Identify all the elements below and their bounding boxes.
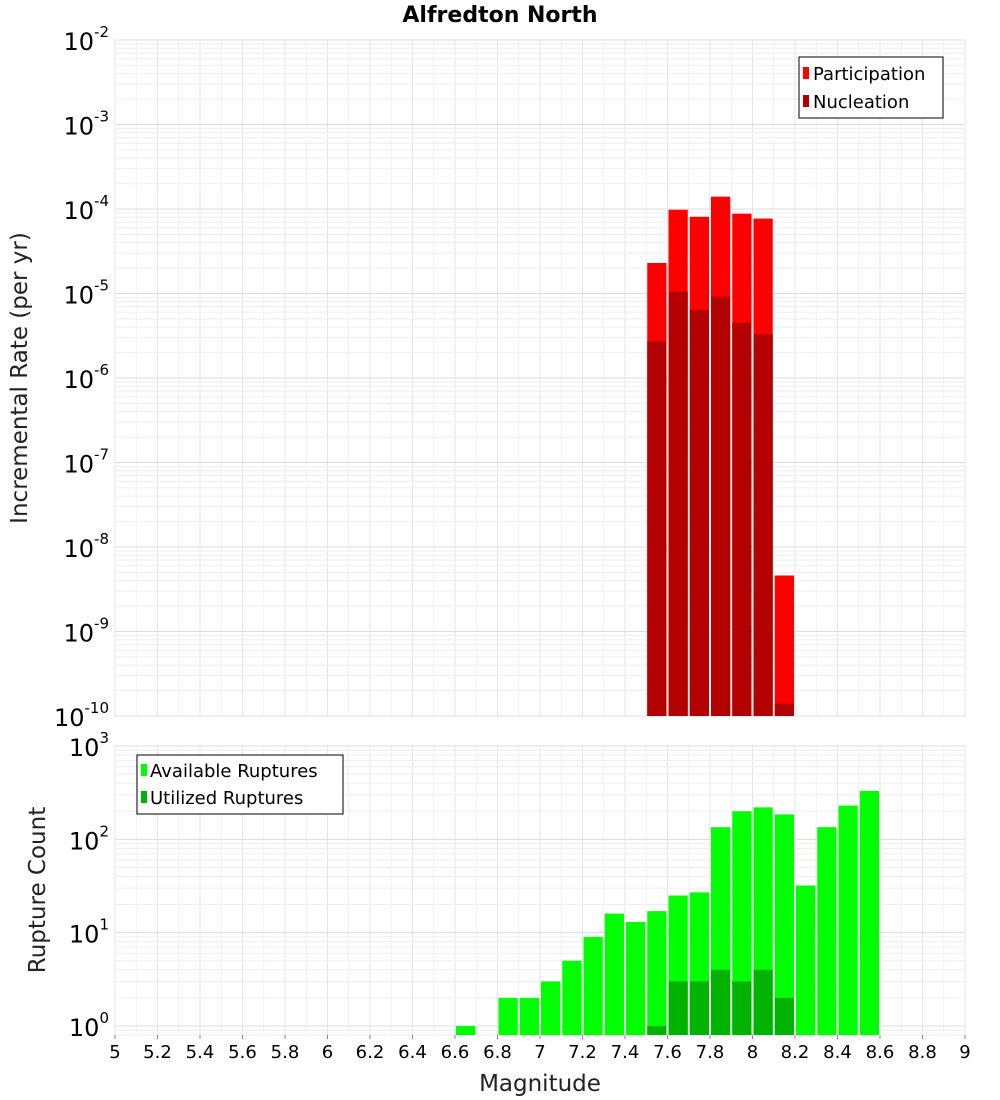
x-tick-label: 7.4 [611, 1042, 640, 1063]
bottom-bars [456, 790, 879, 1035]
legend-utilized-swatch [141, 791, 147, 803]
bottom-y-tick-label: 101 [69, 916, 109, 949]
bar-nucleation [689, 309, 709, 716]
top-y-tick-label: 10-10 [54, 699, 109, 732]
bar-available-ruptures [774, 814, 794, 1035]
x-tick-label: 6.4 [398, 1042, 427, 1063]
x-tick-label: 7.8 [696, 1042, 725, 1063]
x-tick-label: 5.8 [271, 1042, 300, 1063]
top-plot: 10-10 10-9 10-8 10-7 10-6 10-5 10-4 10-3 10-2 In… [7, 23, 966, 732]
x-axis-label: Magnitude [479, 1071, 601, 1097]
top-y-tick-label: 10-3 [63, 108, 109, 141]
top-legend-box [798, 56, 944, 119]
bar-utilized-ruptures [753, 969, 773, 1035]
legend-nucleation-swatch [803, 95, 809, 107]
bar-available-ruptures [626, 922, 646, 1035]
x-tick-label: 8.8 [908, 1042, 937, 1063]
bar-available-ruptures [817, 827, 837, 1035]
legend-available-swatch [141, 764, 147, 776]
top-bars [647, 196, 794, 717]
bar-available-ruptures [647, 911, 667, 1035]
bottom-plot: 100 101 102 103 5 5.2 5.4 5.6 5.8 6 6.2 6.4 6.6 6.8 7… [25, 729, 971, 1097]
bar-available-ruptures [604, 913, 624, 1035]
top-y-tick-label: 10-6 [63, 361, 109, 394]
legend-participation-label: Participation [813, 64, 925, 85]
bar-available-ruptures [583, 936, 603, 1035]
bottom-y-axis-label: Rupture Count [25, 807, 51, 973]
bar-available-ruptures [838, 805, 858, 1035]
x-tick-label: 5.2 [143, 1042, 172, 1063]
legend-utilized-label: Utilized Ruptures [150, 788, 303, 809]
top-y-tick-label: 10-7 [63, 446, 109, 479]
x-tick-label: 6 [322, 1042, 333, 1063]
bar-utilized-ruptures [668, 981, 688, 1035]
top-y-ticks: 10-10 10-9 10-8 10-7 10-6 10-5 10-4 10-3 10-2 [54, 23, 109, 732]
bar-participation [774, 575, 794, 716]
bar-nucleation [668, 291, 688, 716]
x-tick-label: 5 [109, 1042, 120, 1063]
bar-nucleation [711, 296, 731, 716]
bottom-y-tick-label: 102 [69, 822, 109, 855]
top-grid [114, 39, 966, 717]
bar-nucleation [647, 341, 667, 716]
top-legend: Participation Nucleation [798, 56, 944, 119]
legend-participation-swatch [803, 67, 809, 79]
bar-utilized-ruptures [711, 969, 731, 1035]
x-tick-label: 7.6 [653, 1042, 682, 1063]
bottom-grid [114, 745, 966, 1036]
top-y-axis-label: Incremental Rate (per yr) [7, 232, 33, 524]
bar-nucleation [774, 703, 794, 716]
x-tick-label: 8.6 [866, 1042, 895, 1063]
bar-utilized-ruptures [647, 1025, 667, 1035]
bar-available-ruptures [541, 981, 561, 1035]
bottom-legend-box [136, 754, 344, 815]
bottom-legend: Available Ruptures Utilized Ruptures [136, 754, 344, 815]
bar-available-ruptures [456, 1025, 476, 1035]
bottom-y-ticks: 100 101 102 103 [69, 729, 109, 1042]
bar-utilized-ruptures [689, 981, 709, 1035]
bar-nucleation [732, 322, 752, 716]
x-tick-label: 7 [534, 1042, 545, 1063]
top-y-tick-label: 10-4 [63, 192, 109, 225]
bar-available-ruptures [796, 885, 816, 1035]
x-ticks: 5 5.2 5.4 5.6 5.8 6 6.2 6.4 6.6 6.8 7 7.2 7.4 7.6 7.8 8… [109, 1035, 971, 1063]
x-tick-label: 7.2 [568, 1042, 597, 1063]
bar-available-ruptures [562, 960, 582, 1035]
bar-utilized-ruptures [774, 997, 794, 1035]
x-tick-label: 6.8 [483, 1042, 512, 1063]
x-tick-label: 8.2 [781, 1042, 810, 1063]
x-tick-label: 5.4 [186, 1042, 215, 1063]
bar-available-ruptures [519, 997, 539, 1035]
x-tick-label: 6.2 [356, 1042, 385, 1063]
top-y-tick-label: 10-8 [63, 530, 109, 563]
bar-available-ruptures [498, 997, 518, 1035]
bottom-y-tick-label: 100 [69, 1009, 109, 1042]
bottom-y-tick-label: 103 [69, 729, 109, 762]
x-tick-label: 8 [747, 1042, 758, 1063]
x-tick-label: 8.4 [823, 1042, 852, 1063]
bar-nucleation [753, 334, 773, 716]
x-tick-label: 9 [959, 1042, 970, 1063]
legend-nucleation-label: Nucleation [813, 92, 909, 113]
chart-title: Alfredton North [402, 3, 597, 28]
bar-utilized-ruptures [732, 981, 752, 1035]
bar-available-ruptures [859, 790, 879, 1035]
legend-available-label: Available Ruptures [150, 761, 318, 782]
x-tick-label: 5.6 [228, 1042, 257, 1063]
top-y-tick-label: 10-5 [63, 277, 109, 310]
top-y-tick-label: 10-9 [63, 615, 109, 648]
top-y-tick-label: 10-2 [63, 23, 109, 56]
x-tick-label: 6.6 [441, 1042, 470, 1063]
bar-available-ruptures [732, 811, 752, 1035]
